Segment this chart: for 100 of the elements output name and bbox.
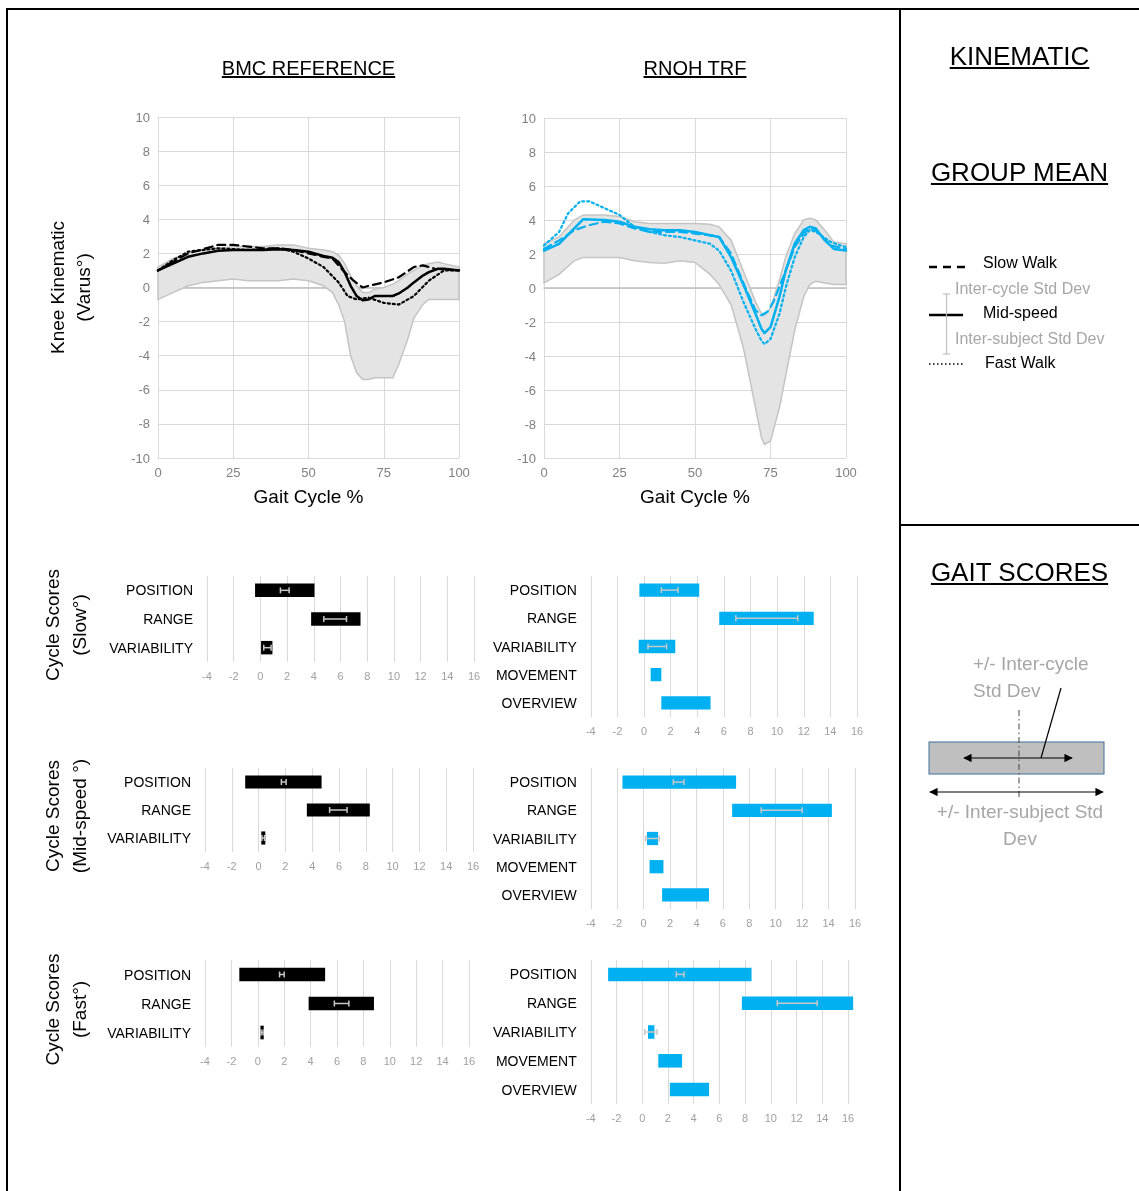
y-tick-label: -2: [524, 314, 536, 330]
y-tick-label: RANGE: [526, 610, 577, 627]
y-tick-label: -6: [524, 382, 536, 398]
x-tick-label: 4: [694, 724, 701, 737]
y-tick-label: VARIABILITY: [109, 639, 194, 656]
x-tick-label: -4: [202, 669, 212, 682]
text: GAIT SCORES: [929, 557, 1110, 588]
x-tick-label: 4: [310, 669, 317, 682]
y-tick-label: RANGE: [526, 802, 577, 819]
x-tick-label: 6: [335, 859, 343, 872]
y-tick-label: OVERVIEW: [501, 886, 578, 903]
x-tick-label: 16: [850, 724, 864, 737]
y-axis-title: Cycle Scores (Mid-speed °): [42, 758, 90, 874]
x-tick-label: 12: [790, 1111, 803, 1124]
text: GROUP MEAN: [929, 157, 1110, 188]
text: Inter-subject Std Dev: [955, 330, 1105, 348]
x-tick-label: 6: [720, 724, 727, 737]
x-tick-label: 2: [281, 1054, 288, 1067]
y-tick-label: -8: [138, 416, 150, 432]
y-tick-label: -6: [138, 382, 150, 398]
x-tick-label: 16: [467, 669, 481, 682]
y-tick-label: OVERVIEW: [501, 1081, 578, 1098]
y-tick-label: -4: [138, 348, 150, 364]
x-tick-label: 16: [462, 1054, 476, 1067]
x-tick-label: 14: [440, 859, 453, 872]
y-tick-label: 2: [528, 246, 536, 262]
x-tick-label: -4: [200, 1054, 210, 1067]
y-tick-label: RANGE: [141, 802, 191, 818]
y-tick-label: VARIABILITY: [492, 830, 578, 847]
chart-title: BMC REFERENCE: [220, 57, 397, 80]
y-tick-label: -10: [131, 450, 150, 466]
x-tick-label: 75: [763, 465, 778, 480]
x-tick-label: 0: [255, 859, 262, 872]
x-axis-title: Gait Cycle %: [640, 485, 751, 507]
y-tick-label: 0: [142, 280, 150, 295]
text: Fast Walk: [985, 354, 1056, 372]
x-tick-label: 2: [284, 669, 291, 682]
x-tick-label: 16: [466, 859, 480, 872]
y-tick-label: VARIABILITY: [107, 830, 192, 846]
x-tick-label: 12: [797, 724, 810, 737]
y-tick-label: MOVEMENT: [495, 858, 578, 875]
x-tick-label: 10: [764, 1111, 777, 1124]
x-tick-label: 0: [640, 724, 648, 737]
y-tick-label: RANGE: [143, 611, 193, 627]
x-tick-label: 25: [226, 465, 241, 480]
y-tick-label: RANGE: [141, 995, 191, 1012]
x-tick-label: -4: [585, 1111, 596, 1124]
x-tick-label: -2: [611, 1111, 622, 1124]
x-tick-label: 12: [796, 916, 809, 929]
x-tick-label: 14: [441, 669, 454, 682]
y-tick-label: POSITION: [126, 582, 193, 599]
x-tick-label: -2: [226, 859, 237, 872]
x-tick-label: 2: [664, 1111, 671, 1124]
text: Slow Walk: [983, 254, 1058, 272]
x-tick-label: 14: [822, 916, 835, 929]
x-tick-label: -4: [200, 859, 210, 872]
x-tick-label: 16: [848, 916, 862, 929]
y-tick-label: VARIABILITY: [107, 1024, 192, 1041]
y-tick-label: -2: [138, 314, 150, 330]
y-tick-label: OVERVIEW: [501, 694, 578, 711]
x-tick-label: 12: [410, 1054, 423, 1067]
x-tick-label: 2: [667, 724, 674, 737]
y-tick-label: POSITION: [124, 774, 191, 790]
y-tick-label: 8: [528, 144, 536, 160]
x-tick-label: -4: [585, 724, 596, 737]
x-tick-label: 8: [362, 859, 369, 872]
x-tick-label: 8: [364, 669, 371, 682]
x-tick-label: 8: [746, 916, 753, 929]
x-tick-label: 14: [436, 1054, 449, 1067]
text: Mid-speed: [983, 304, 1058, 322]
x-tick-label: -2: [612, 724, 623, 737]
x-tick-label: -2: [228, 669, 239, 682]
y-tick-label: 4: [528, 212, 536, 228]
y-tick-label: 10: [521, 110, 536, 126]
x-tick-label: 4: [690, 1111, 697, 1124]
x-tick-label: 16: [841, 1111, 855, 1124]
x-tick-label: 100: [835, 465, 857, 480]
chart-title: RNOH TRF: [642, 57, 748, 80]
x-tick-label: 6: [719, 916, 726, 929]
x-tick-label: -2: [612, 916, 623, 929]
x-tick-label: 6: [333, 1054, 341, 1067]
x-tick-label: 10: [771, 724, 784, 737]
y-tick-label: VARIABILITY: [492, 1024, 578, 1040]
x-tick-label: 8: [742, 1111, 749, 1124]
x-tick-label: 10: [769, 916, 782, 929]
y-tick-label: VARIABILITY: [492, 638, 578, 655]
x-tick-label: 4: [307, 1054, 314, 1067]
x-tick-label: 6: [337, 669, 344, 682]
x-tick-label: 75: [376, 465, 391, 480]
y-axis-title: Knee Kinematic (Varus°): [46, 220, 94, 355]
x-tick-label: 10: [387, 669, 401, 682]
y-tick-label: POSITION: [124, 966, 191, 983]
x-tick-label: 6: [716, 1111, 723, 1124]
y-tick-label: 0: [528, 280, 536, 296]
x-tick-label: 50: [687, 465, 703, 480]
y-tick-label: 2: [142, 245, 150, 261]
y-tick-label: MOVEMENT: [495, 1052, 578, 1069]
text: +/- Inter-subject Std Dev: [935, 800, 1105, 851]
x-tick-label: 0: [640, 916, 647, 929]
x-axis-title: Gait Cycle %: [253, 485, 364, 507]
